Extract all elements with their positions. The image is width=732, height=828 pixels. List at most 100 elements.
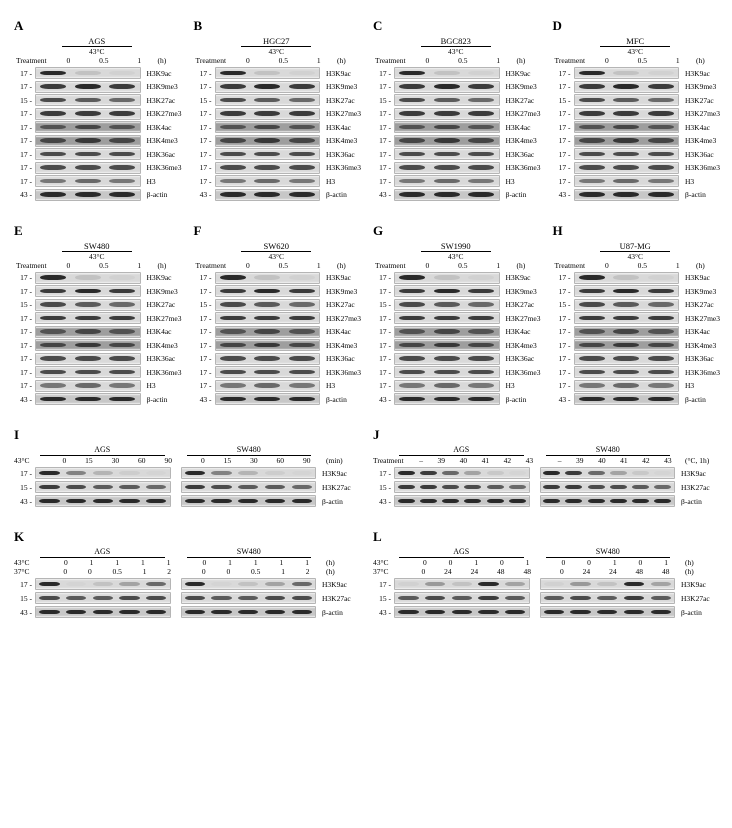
band: [648, 397, 674, 401]
band: [75, 383, 101, 387]
condition-value: 42: [504, 456, 512, 465]
band: [452, 582, 472, 586]
blot-lane: [36, 109, 71, 119]
band: [613, 98, 639, 102]
band: [119, 499, 139, 503]
blot-lane: [464, 367, 499, 377]
blot-row: 17H3K36me3: [14, 366, 180, 378]
timepoint-unit: (h): [337, 261, 359, 270]
timepoint-value: 0.5: [458, 261, 467, 270]
blot-lane: [285, 190, 320, 200]
condition-value: 1: [90, 558, 94, 567]
band: [292, 499, 312, 503]
antibody-label: H3K27ac: [144, 96, 180, 105]
timepoint-value: 1: [137, 261, 141, 270]
band: [254, 84, 280, 88]
condition-value: 43: [526, 456, 534, 465]
molecular-weight: 17: [14, 368, 32, 377]
blot-lane: [285, 300, 320, 310]
panel-D: DMFC43°CTreatment00.51(h)17H3K9ac17H3K9m…: [553, 18, 719, 201]
blot-lane: [630, 496, 652, 506]
blot-lane: [71, 354, 106, 364]
band: [434, 111, 460, 115]
blot-rows: 17H3K9ac17H3K9me315H3K27ac17H3K27me317H3…: [373, 67, 539, 201]
blot-lane: [430, 286, 465, 296]
band: [588, 471, 605, 475]
blot-lane: [652, 482, 674, 492]
antibody-label: H3K9ac: [503, 273, 539, 282]
blot-lane: [235, 468, 262, 478]
band: [434, 329, 460, 333]
band: [109, 343, 135, 347]
band: [613, 329, 639, 333]
blot-lane: [36, 176, 71, 186]
band: [75, 343, 101, 347]
band: [39, 499, 59, 503]
western-blot-strip: [574, 285, 680, 297]
blot-lane: [430, 327, 465, 337]
molecular-weight: 17: [373, 69, 391, 78]
band: [265, 485, 285, 489]
condition-value: 0: [63, 567, 67, 576]
panel-letter: J: [373, 427, 718, 443]
blot-lane: [250, 394, 285, 404]
blot-lane: [36, 95, 71, 105]
antibody-label: H3K36ac: [503, 150, 539, 159]
blot-lane: [430, 95, 465, 105]
western-blot-strip: [35, 312, 141, 324]
molecular-weight: 17: [553, 177, 571, 186]
antibody-label: H3K9me3: [682, 287, 718, 296]
molecular-weight: 17: [194, 136, 212, 145]
band: [75, 179, 101, 183]
blot-row: 17H3K27me3: [553, 312, 719, 324]
western-blot-strip: [215, 312, 321, 324]
blot-lane: [182, 607, 209, 617]
panel-header: SW62043°CTreatment00.51(h): [194, 241, 360, 270]
antibody-label: β-actin: [323, 190, 359, 199]
timepoint-value: 1: [317, 261, 321, 270]
panel-C: CBGC82343°CTreatment00.51(h)17H3K9ac17H3…: [373, 18, 539, 201]
band: [265, 582, 285, 586]
blot-lane: [71, 340, 106, 350]
band: [632, 485, 649, 489]
blot-lane: [395, 122, 430, 132]
blot-lane: [285, 367, 320, 377]
antibody-label: β-actin: [682, 395, 718, 404]
band: [420, 485, 437, 489]
timepoint-value: 1: [676, 56, 680, 65]
blot-lane: [464, 149, 499, 159]
condition-unit: (h): [323, 567, 359, 576]
band: [613, 71, 639, 75]
western-blot-strip: [394, 285, 500, 297]
band: [292, 610, 312, 614]
band: [254, 98, 280, 102]
western-blot-strip: [181, 481, 317, 493]
western-blot-strip: [574, 148, 680, 160]
western-blot-strip: [394, 366, 500, 378]
condition-label: 43°C: [14, 456, 50, 465]
western-blot-strip: [35, 592, 171, 604]
blot-lane: [71, 394, 106, 404]
western-blot-strip: [215, 326, 321, 338]
band: [570, 582, 590, 586]
blot-lane: [644, 68, 679, 78]
band: [398, 499, 415, 503]
blot-row: 43β-actin: [373, 495, 718, 507]
condition-unit: (°C, 1h): [682, 456, 718, 465]
band: [40, 289, 66, 293]
band: [399, 192, 425, 196]
molecular-weight: 17: [194, 109, 212, 118]
panel-letter: F: [194, 223, 202, 239]
blot-lane: [464, 340, 499, 350]
condition-value: –: [419, 456, 423, 465]
western-blot-strip: [35, 285, 141, 297]
blot-row: 15H3K27ac: [14, 592, 359, 604]
blot-lane: [464, 300, 499, 310]
blot-lane: [105, 340, 140, 350]
blot-row: 17H3K9ac: [194, 67, 360, 79]
blot-lane: [430, 190, 465, 200]
blot-row: 17H3K9ac: [373, 67, 539, 79]
band: [399, 179, 425, 183]
band: [434, 289, 460, 293]
band: [434, 192, 460, 196]
